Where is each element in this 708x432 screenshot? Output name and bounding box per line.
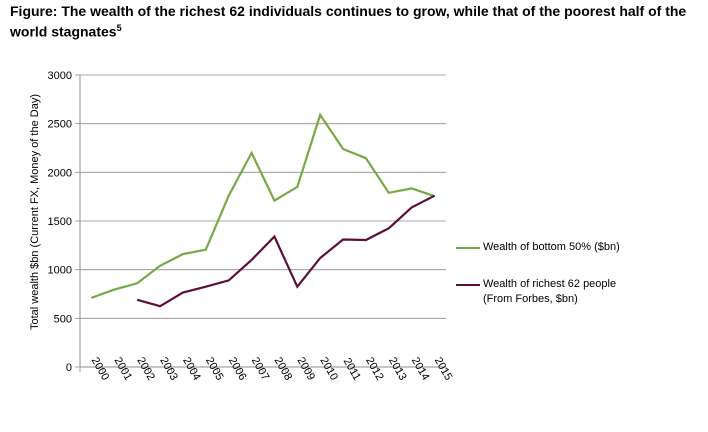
x-tick-label-2010: 2010	[317, 355, 340, 382]
y-tick-label-500: 500	[54, 313, 72, 325]
x-tick-label-2004: 2004	[180, 355, 203, 382]
x-tick-label-2000: 2000	[89, 355, 112, 382]
x-tick-label-2001: 2001	[111, 355, 134, 382]
legend-swatch-green	[456, 247, 480, 249]
y-tick-label-3000: 3000	[48, 70, 72, 82]
axes	[75, 74, 447, 372]
x-tick-label-2011: 2011	[341, 356, 363, 382]
y-tick-label-1000: 1000	[48, 265, 72, 277]
x-tick-label-2005: 2005	[203, 355, 226, 382]
x-tick-label-2008: 2008	[272, 355, 295, 382]
x-tick-label-2003: 2003	[157, 355, 180, 382]
series-lines	[91, 112, 436, 308]
y-tick-label-0: 0	[66, 362, 72, 374]
legend-swatch-purple	[456, 284, 480, 286]
x-tick-labels: 2000 2001 2002 2003 2004 2005 2006 2007 2008 2009…	[89, 355, 455, 382]
x-tick-label-2009: 2009	[294, 355, 317, 382]
legend-item-bottom-50: Wealth of bottom 50% ($bn)	[456, 240, 633, 255]
series-line-0	[91, 112, 435, 299]
legend-label: Wealth of bottom 50% ($bn)	[483, 241, 620, 253]
x-tick-label-2006: 2006	[226, 355, 249, 382]
y-tick-label-1500: 1500	[48, 216, 72, 228]
x-tick-label-2007: 2007	[249, 355, 272, 382]
x-tick-label-2013: 2013	[386, 355, 409, 382]
y-tick-label-2500: 2500	[48, 119, 72, 131]
chart-title-text: Figure: The wealth of the richest 62 ind…	[10, 3, 687, 40]
x-tick-label-2002: 2002	[134, 355, 157, 382]
y-tick-labels: 0 500 1000 1500 2000 2500 3000	[48, 70, 72, 374]
legend-label: Wealth of richest 62 people (From Forbes…	[483, 278, 617, 305]
chart-title: Figure: The wealth of the richest 62 ind…	[10, 3, 690, 41]
series-line-1	[136, 194, 436, 308]
legend-item-richest-62: Wealth of richest 62 people (From Forbes…	[456, 277, 633, 307]
footnote-marker: 5	[116, 23, 122, 33]
y-tick-label-2000: 2000	[48, 167, 72, 179]
x-tick-label-2015: 2015	[432, 355, 455, 382]
gridlines	[80, 74, 446, 319]
x-tick-label-2012: 2012	[363, 355, 386, 382]
y-axis-label: Total wealth $bn (Current FX, Money of t…	[29, 94, 41, 330]
x-tick-label-2014: 2014	[409, 355, 432, 382]
